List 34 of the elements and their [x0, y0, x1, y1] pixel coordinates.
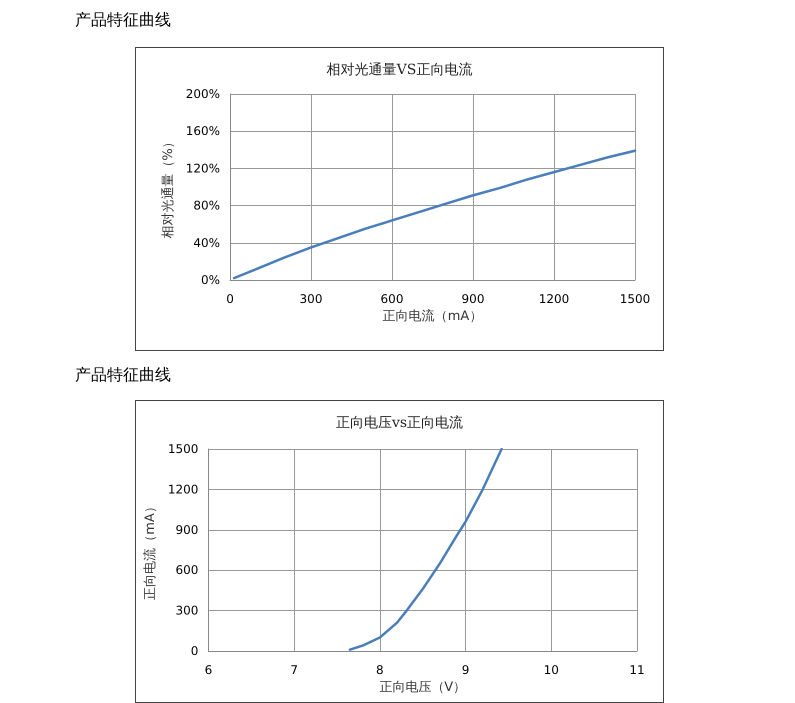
x-tick-label: 900	[462, 292, 484, 306]
y-tick-label: 1200	[168, 482, 198, 496]
x-axis-title: 正向电压（V）	[379, 680, 466, 695]
x-tick-label: 1500	[620, 292, 650, 306]
x-tick-label: 7	[290, 663, 298, 677]
x-tick-label: 300	[300, 292, 322, 306]
y-tick-label: 1500	[168, 442, 198, 456]
y-tick-label: 0%	[200, 273, 220, 287]
y-tick-label: 80%	[193, 198, 220, 213]
x-tick-label: 11	[629, 663, 645, 677]
y-tick-label: 900	[176, 522, 198, 537]
x-tick-label: 10	[544, 663, 559, 677]
y-axis-title: 正向电流（mA）	[142, 500, 158, 600]
x-tick-label: 9	[462, 663, 470, 677]
line-series	[348, 448, 503, 651]
x-tick-label: 600	[380, 292, 404, 306]
chart-title: 正向电压vs正向电流	[336, 415, 464, 431]
line-series	[232, 149, 636, 280]
y-axis-title: 相对光通量（%）	[160, 135, 176, 239]
y-tick-label: 160%	[186, 124, 220, 138]
text: 产品特征曲线	[75, 365, 171, 386]
x-tick-label: 0	[226, 292, 234, 306]
y-tick-label: 200%	[186, 87, 220, 101]
x-tick-label: 6	[204, 663, 212, 677]
y-tick-label: 600	[176, 563, 198, 578]
x-tick-label: 1200	[538, 292, 570, 306]
y-tick-label: 120%	[186, 161, 220, 176]
x-tick-label: 8	[376, 663, 384, 677]
chart-title: 相对光通量VS正向电流	[326, 62, 472, 78]
text: 产品特征曲线	[75, 10, 171, 31]
x-axis-title: 正向电流（mA）	[382, 308, 482, 324]
y-tick-label: 40%	[193, 236, 220, 250]
y-tick-label: 300	[176, 604, 198, 618]
y-tick-label: 0	[190, 644, 198, 658]
